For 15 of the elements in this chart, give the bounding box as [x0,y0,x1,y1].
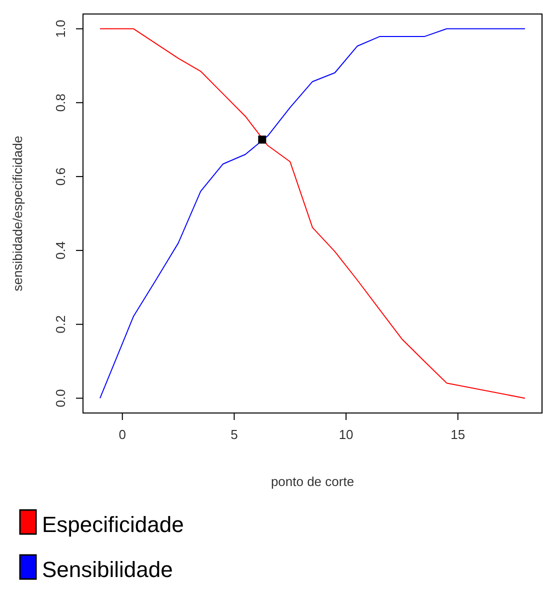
y-tick-label: 0.0 [53,389,68,408]
x-tick-label: 0 [118,427,126,442]
y-tick-label: 0.4 [53,241,68,260]
y-tick-label: 0.6 [53,168,68,186]
legend-label: Especificidade [42,512,184,537]
y-tick-label: 0.8 [53,94,68,112]
x-tick-label: 10 [338,427,354,442]
x-tick-label: 15 [450,427,466,442]
x-tick-label: 5 [230,427,238,442]
legend-label: Sensibilidade [42,557,173,582]
y-tick-label: 0.2 [53,315,68,334]
y-tick-label: 1.0 [53,20,68,38]
y-axis-title: sensibidade/especificidade [10,136,25,292]
line-series [100,28,526,399]
x-axis-title: ponto de corte [270,474,354,489]
